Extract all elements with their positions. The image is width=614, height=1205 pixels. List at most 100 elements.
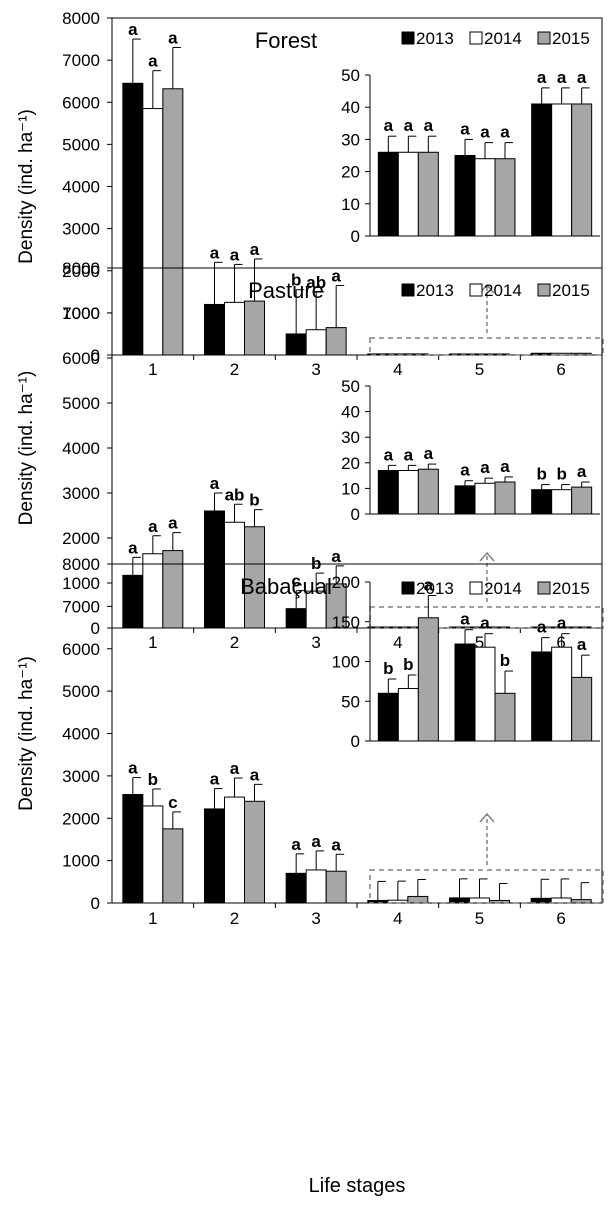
inset-y-tick-label: 150 bbox=[332, 613, 360, 632]
inset-significance-letter: a bbox=[384, 445, 394, 464]
bar bbox=[224, 796, 245, 904]
legend-swatch bbox=[401, 283, 415, 297]
y-tick-label: 8000 bbox=[62, 259, 100, 278]
inset-bar bbox=[531, 103, 553, 237]
legend-swatch bbox=[537, 581, 551, 595]
bar bbox=[407, 895, 429, 904]
significance-letter: a bbox=[210, 770, 220, 789]
bar bbox=[305, 869, 327, 904]
significance-letter: a bbox=[250, 240, 260, 259]
zoom-box bbox=[369, 337, 604, 356]
significance-letter: a bbox=[168, 514, 178, 533]
x-axis-label: Life stages bbox=[309, 1175, 406, 1197]
y-tick-label: 7000 bbox=[62, 597, 100, 616]
y-tick-label: 0 bbox=[91, 619, 100, 638]
legend-label: 2014 bbox=[484, 579, 522, 598]
inset-significance-letter: a bbox=[424, 576, 434, 595]
inset-bar bbox=[571, 676, 593, 742]
inset-bar bbox=[494, 481, 516, 515]
inset-bar bbox=[474, 646, 496, 742]
y-tick-label: 4000 bbox=[62, 725, 100, 744]
panel-title: Babaçual bbox=[240, 574, 332, 599]
significance-letter: a bbox=[291, 835, 301, 854]
x-tick-label: 3 bbox=[311, 633, 320, 652]
inset-y-tick-label: 10 bbox=[341, 195, 360, 214]
y-tick-label: 5000 bbox=[62, 682, 100, 701]
significance-letter: a bbox=[148, 52, 158, 71]
significance-letter: a bbox=[230, 245, 240, 264]
x-tick-label: 5 bbox=[475, 360, 484, 379]
significance-letter: a bbox=[210, 474, 220, 493]
y-tick-label: 1000 bbox=[62, 304, 100, 323]
y-tick-label: 6000 bbox=[62, 349, 100, 368]
legend-swatch bbox=[537, 31, 551, 45]
bar bbox=[122, 82, 144, 356]
inset-y-tick-label: 40 bbox=[341, 403, 360, 422]
y-axis-label: Density (ind. ha⁻¹) bbox=[16, 109, 37, 264]
significance-letter: ab bbox=[225, 485, 245, 504]
bar bbox=[244, 300, 265, 356]
inset-y-tick-label: 20 bbox=[341, 454, 360, 473]
inset-significance-letter: b bbox=[536, 465, 546, 484]
bar bbox=[449, 897, 470, 904]
inset-significance-letter: a bbox=[404, 116, 414, 135]
inset-bar bbox=[377, 151, 399, 237]
inset-y-tick-label: 50 bbox=[341, 66, 360, 85]
inset-y-tick-label: 20 bbox=[341, 163, 360, 182]
y-tick-label: 1000 bbox=[62, 852, 100, 871]
inset-significance-letter: a bbox=[537, 618, 547, 637]
legend-label: 2015 bbox=[552, 29, 590, 48]
y-tick-label: 2000 bbox=[62, 809, 100, 828]
significance-letter: ab bbox=[306, 273, 326, 292]
significance-letter: b bbox=[291, 271, 301, 290]
x-tick-label: 2 bbox=[230, 909, 239, 928]
inset-bar bbox=[377, 469, 399, 515]
inset-significance-letter: a bbox=[480, 458, 490, 477]
y-tick-label: 3000 bbox=[62, 220, 100, 239]
inset-significance-letter: a bbox=[577, 635, 587, 654]
legend-swatch bbox=[469, 581, 483, 595]
y-tick-label: 2000 bbox=[62, 262, 100, 281]
bar bbox=[142, 553, 164, 629]
x-tick-label: 5 bbox=[475, 633, 484, 652]
x-tick-label: 1 bbox=[148, 360, 157, 379]
inset-bar bbox=[571, 103, 593, 237]
inset-bar bbox=[494, 158, 516, 237]
x-tick-label: 4 bbox=[393, 909, 402, 928]
inset-bar bbox=[551, 103, 573, 237]
inset-bar bbox=[571, 486, 593, 515]
inset-y-tick-label: 40 bbox=[341, 98, 360, 117]
inset-bar bbox=[454, 155, 476, 237]
inset-bar bbox=[531, 489, 553, 515]
x-tick-label: 1 bbox=[148, 633, 157, 652]
bar bbox=[224, 301, 245, 356]
y-axis-label: Density (ind. ha⁻¹) bbox=[16, 656, 37, 811]
inset-bar bbox=[397, 469, 419, 515]
x-tick-label: 6 bbox=[556, 360, 565, 379]
bar bbox=[204, 303, 225, 356]
x-tick-label: 5 bbox=[475, 909, 484, 928]
bar bbox=[122, 574, 144, 629]
legend-label: 2015 bbox=[552, 281, 590, 300]
zoom-arrow-head bbox=[479, 551, 495, 562]
inset-significance-letter: a bbox=[577, 68, 587, 87]
bar bbox=[162, 88, 184, 356]
panel-title: Forest bbox=[255, 28, 317, 53]
legend-label: 2014 bbox=[484, 281, 522, 300]
significance-letter: c bbox=[168, 793, 177, 812]
y-tick-label: 0 bbox=[91, 346, 100, 365]
legend-swatch bbox=[537, 283, 551, 297]
significance-letter: a bbox=[250, 765, 260, 784]
significance-letter: a bbox=[210, 243, 220, 262]
y-tick-label: 5000 bbox=[62, 394, 100, 413]
legend-label: 2013 bbox=[416, 281, 454, 300]
inset-significance-letter: a bbox=[480, 123, 490, 142]
inset-bar bbox=[474, 482, 496, 515]
inset-significance-letter: a bbox=[460, 119, 470, 138]
inset-significance-letter: a bbox=[460, 610, 470, 629]
inset-bar bbox=[454, 643, 476, 742]
significance-letter: a bbox=[128, 20, 138, 39]
y-tick-label: 8000 bbox=[62, 9, 100, 28]
inset-bar bbox=[551, 489, 573, 515]
x-tick-label: 2 bbox=[230, 633, 239, 652]
